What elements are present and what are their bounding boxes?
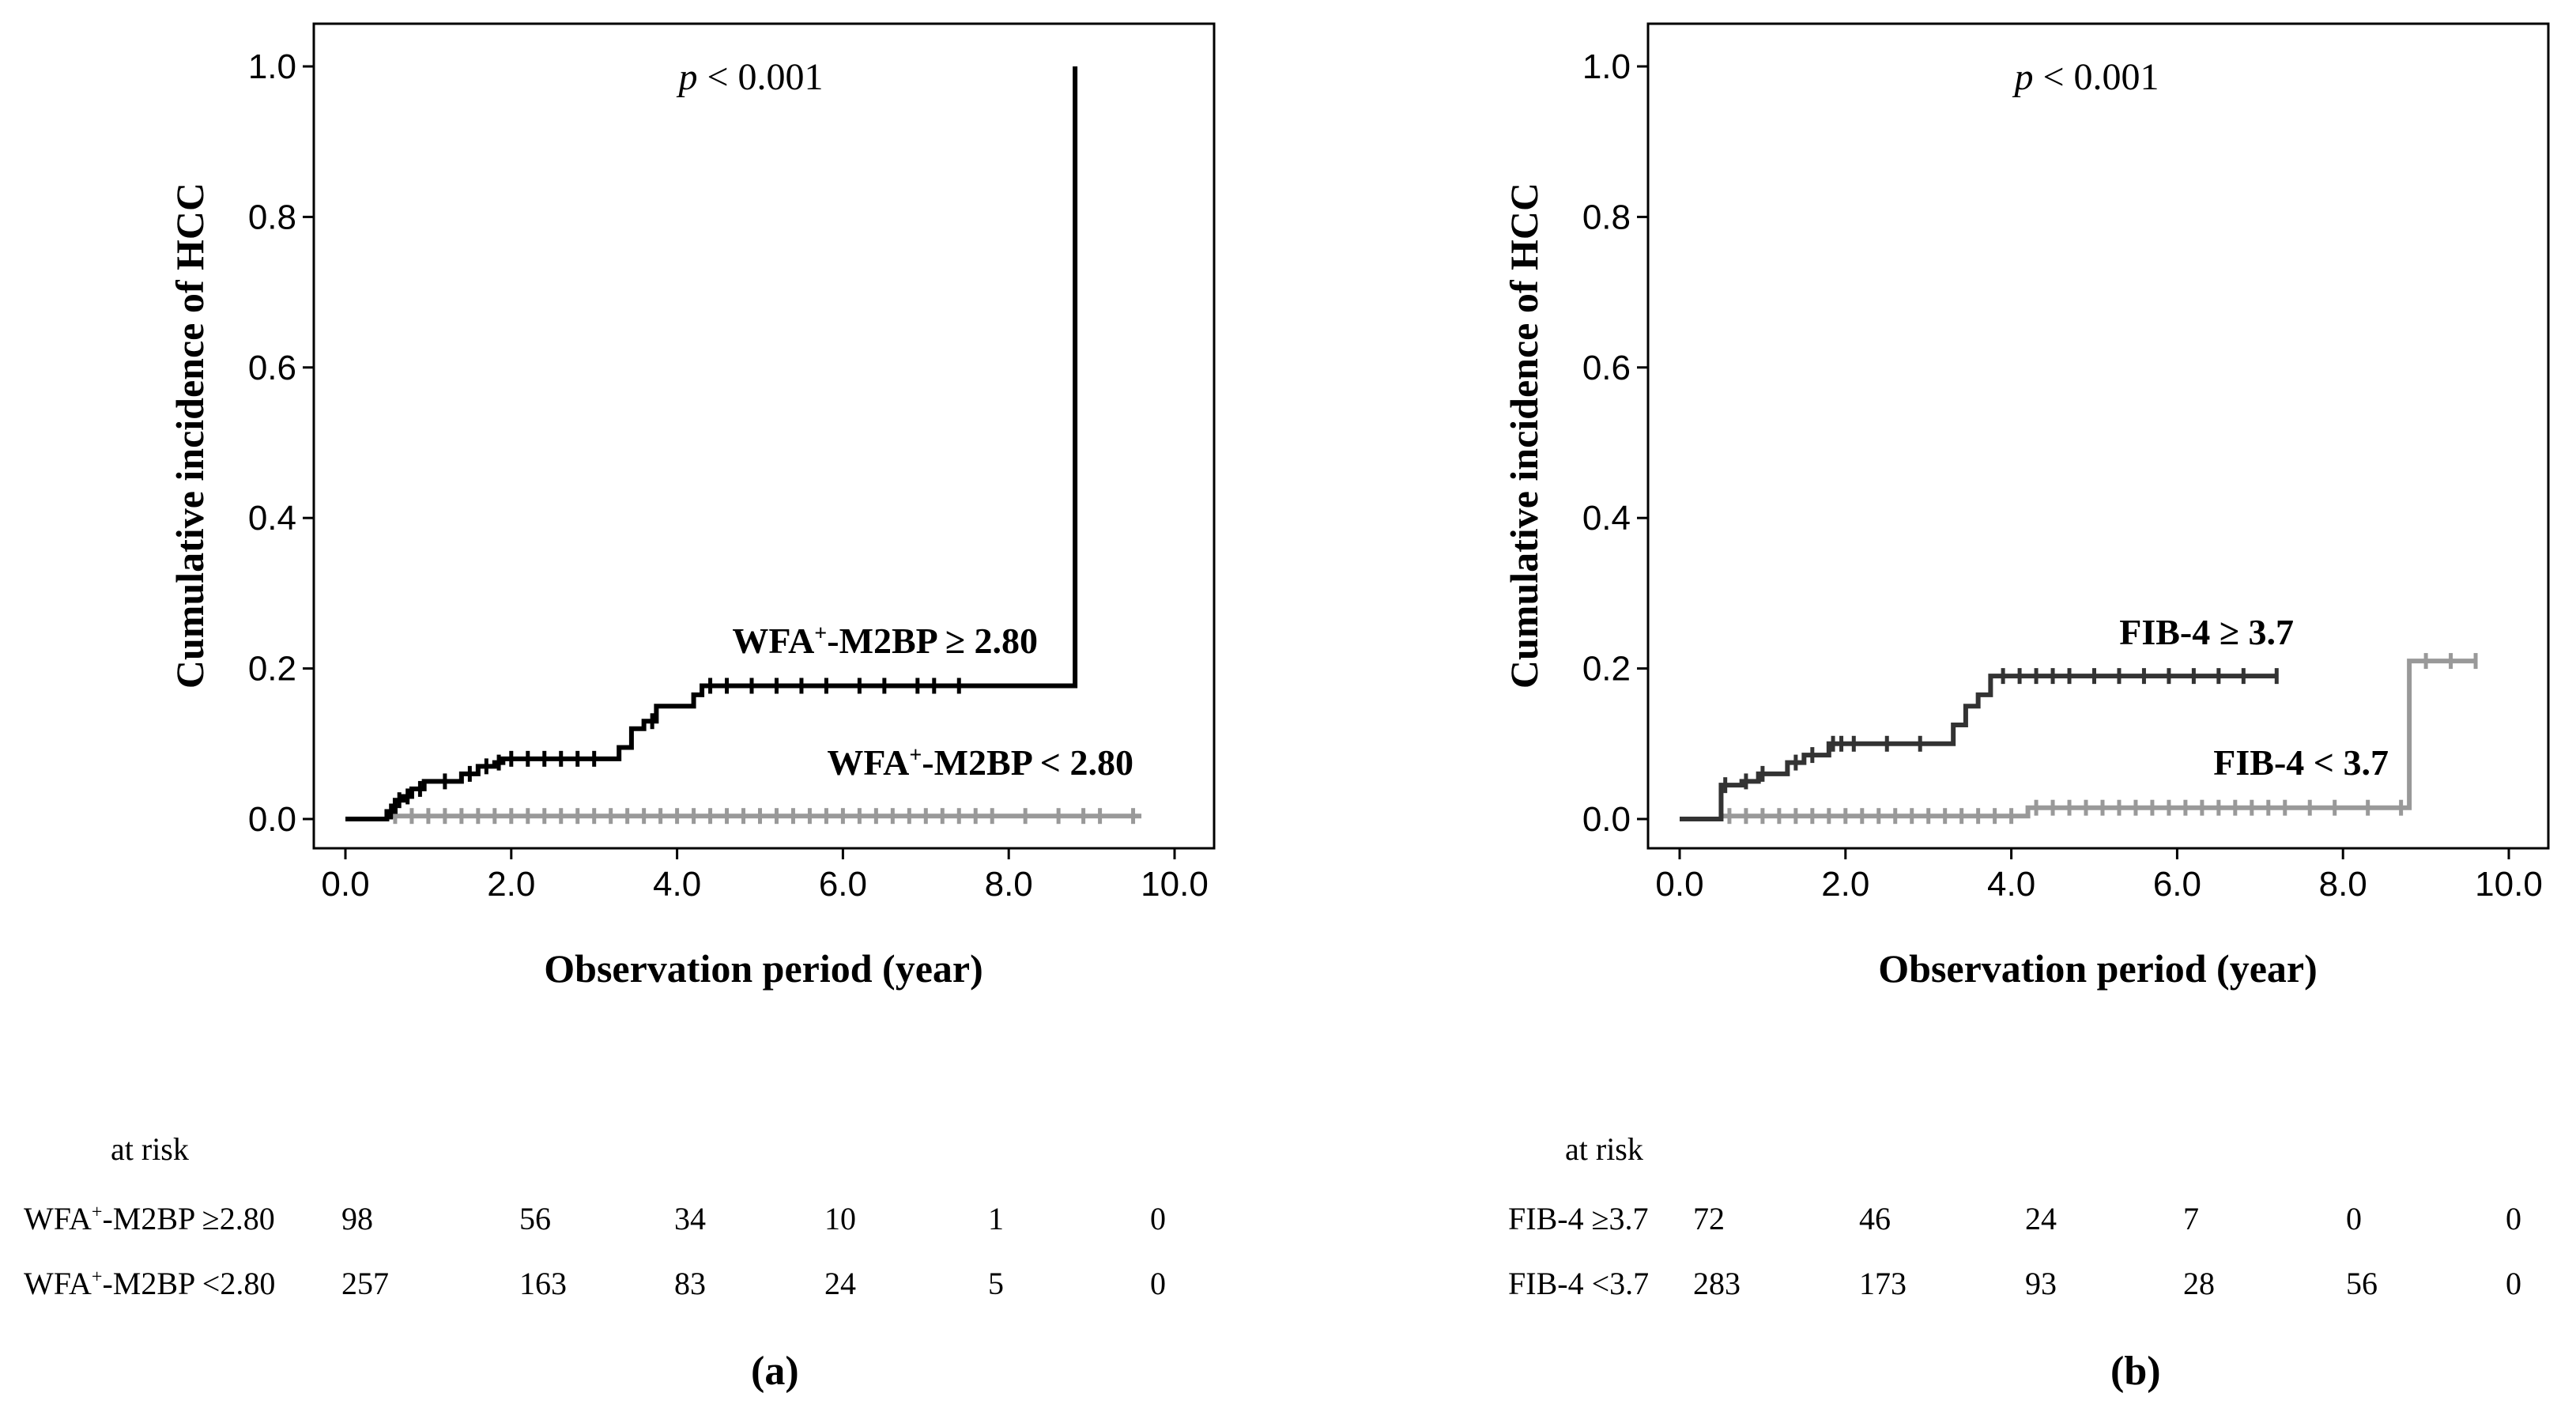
y-tick-label: 1.0 <box>1582 47 1631 86</box>
p-value-label: p < 0.001 <box>2012 56 2159 98</box>
risk-value: 24 <box>2025 1201 2057 1236</box>
y-axis-title: Cumulative incidence of HCC <box>168 183 212 689</box>
y-tick-label: 1.0 <box>248 47 296 86</box>
panel-label-b: (b) <box>2110 1349 2161 1394</box>
risk-value: 56 <box>519 1201 551 1236</box>
x-tick-label: 0.0 <box>321 865 369 904</box>
risk-row-name: FIB-4 <3.7 <box>1508 1266 1650 1301</box>
series-label-low: FIB-4 < 3.7 <box>2213 742 2389 783</box>
y-tick-label: 0.4 <box>248 499 296 538</box>
risk-value: 1 <box>988 1201 1004 1236</box>
plot-frame <box>1646 22 2550 850</box>
y-tick-label: 0.0 <box>248 800 296 839</box>
risk-value: 0 <box>2506 1201 2521 1236</box>
x-axis-title: Observation period (year) <box>544 946 983 991</box>
risk-value: 46 <box>1859 1201 1891 1236</box>
risk-value: 98 <box>341 1201 373 1236</box>
y-tick-label: 0.6 <box>248 349 296 387</box>
plot-frame <box>312 22 1216 850</box>
x-tick-label: 2.0 <box>487 865 535 904</box>
risk-value: 83 <box>674 1266 706 1301</box>
y-tick-label: 0.6 <box>1582 349 1631 387</box>
series-label-high: WFA+-M2BP ≥ 2.80 <box>732 621 1038 661</box>
risk-value: 163 <box>519 1266 567 1301</box>
x-axis-title: Observation period (year) <box>1878 946 2317 991</box>
risk-value: 257 <box>341 1266 389 1301</box>
risk-value: 24 <box>824 1266 856 1301</box>
risk-value: 34 <box>674 1201 706 1236</box>
p-value-label: p < 0.001 <box>676 56 823 98</box>
x-tick-label: 2.0 <box>1821 865 1869 904</box>
series-line <box>345 66 1078 821</box>
risk-row-name: WFA+-M2BP <2.80 <box>24 1266 276 1301</box>
y-tick-label: 0.0 <box>1582 800 1631 839</box>
y-tick-label: 0.2 <box>248 650 296 689</box>
risk-row-name: FIB-4 ≥3.7 <box>1508 1201 1649 1236</box>
x-tick-label: 10.0 <box>1141 865 1209 904</box>
x-tick-label: 4.0 <box>1987 865 2035 904</box>
y-tick-label: 0.4 <box>1582 499 1631 538</box>
risk-value: 283 <box>1693 1266 1741 1301</box>
risk-value: 93 <box>2025 1266 2057 1301</box>
y-tick-label: 0.2 <box>1582 650 1631 689</box>
at-risk-label: at risk <box>111 1131 189 1167</box>
risk-value: 173 <box>1859 1266 1907 1301</box>
panel-b: 0.0 0.2 0.4 0.6 0.8 1.0 0.0 2.0 4.0 6.0 8.0 10.0 p <… <box>1288 0 2576 1423</box>
x-tick-label: 4.0 <box>653 865 701 904</box>
y-tick-label: 0.8 <box>248 198 296 236</box>
x-tick-label: 6.0 <box>819 865 867 904</box>
km-chart-a: 0.0 0.2 0.4 0.6 0.8 1.0 0.0 2.0 4.0 6.0 8.0 10.0 p <… <box>168 22 1216 991</box>
x-tick-label: 6.0 <box>2153 865 2201 904</box>
risk-value: 0 <box>1150 1201 1166 1236</box>
risk-value: 0 <box>1150 1266 1166 1301</box>
series-label-low: WFA+-M2BP < 2.80 <box>827 742 1133 783</box>
risk-value: 72 <box>1693 1201 1725 1236</box>
series-line <box>1680 674 2277 821</box>
risk-row-name: WFA+-M2BP ≥2.80 <box>24 1201 275 1236</box>
risk-value: 28 <box>2183 1266 2215 1301</box>
x-tick-label: 10.0 <box>2475 865 2543 904</box>
panel-a: 0.0 0.2 0.4 0.6 0.8 1.0 0.0 2.0 4.0 6.0 8.0 10.0 p <… <box>24 22 1216 1394</box>
series-label-high: FIB-4 ≥ 3.7 <box>2119 612 2294 652</box>
panel-label-a: (a) <box>751 1349 799 1394</box>
x-tick-label: 8.0 <box>985 865 1033 904</box>
x-tick-label: 0.0 <box>1655 865 1703 904</box>
risk-value: 10 <box>824 1201 856 1236</box>
y-tick-label: 0.8 <box>1582 198 1631 236</box>
risk-value: 7 <box>2183 1201 2199 1236</box>
y-axis-title: Cumulative incidence of HCC <box>1502 183 1546 689</box>
risk-value: 0 <box>2506 1266 2521 1301</box>
risk-value: 0 <box>2346 1201 2362 1236</box>
km-chart-b: 0.0 0.2 0.4 0.6 0.8 1.0 0.0 2.0 4.0 6.0 8.0 10.0 p <… <box>1502 22 2550 991</box>
risk-value: 5 <box>988 1266 1004 1301</box>
at-risk-label: at risk <box>1565 1131 1643 1167</box>
risk-value: 56 <box>2346 1266 2378 1301</box>
x-tick-label: 8.0 <box>2319 865 2367 904</box>
